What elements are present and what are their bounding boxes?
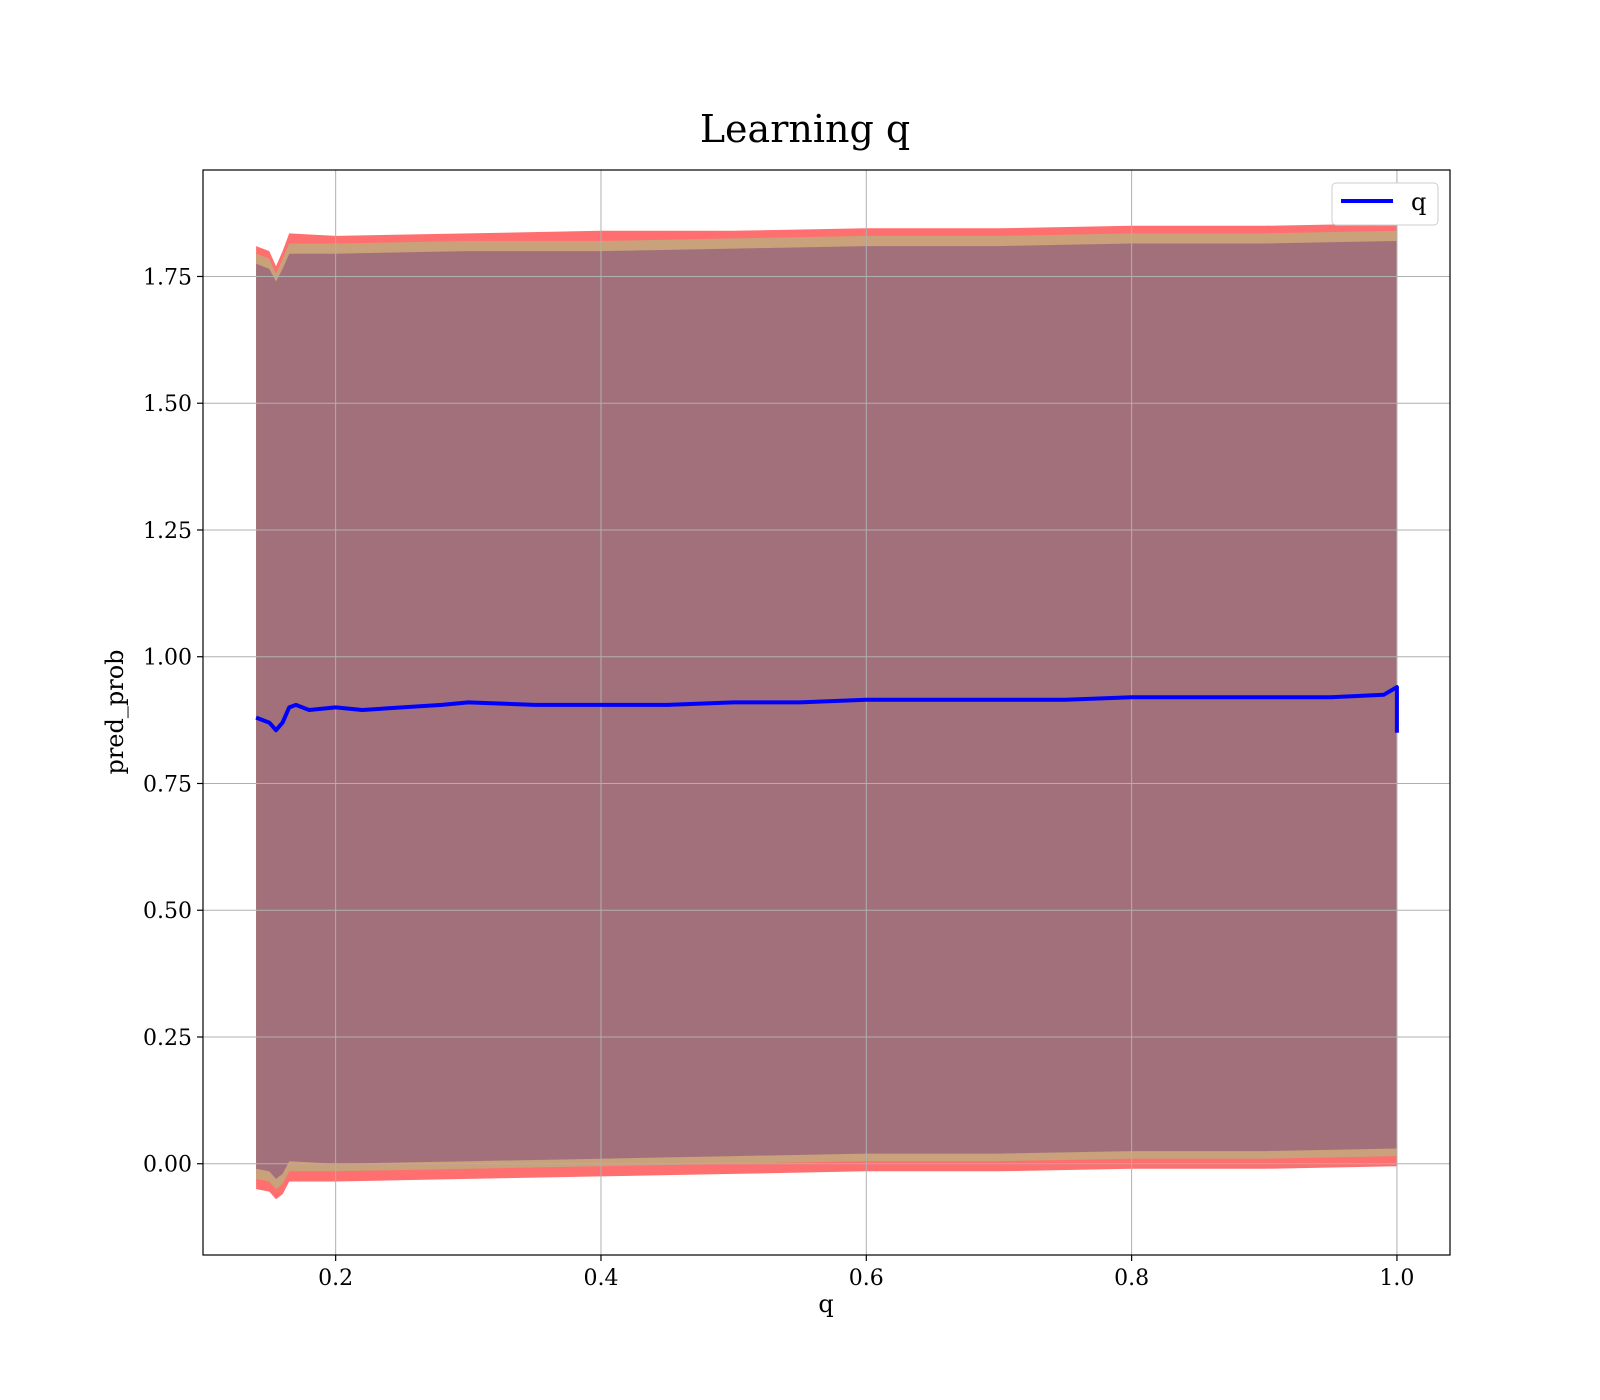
chart-title: Learning q — [700, 107, 910, 151]
y-tick-label: 0.50 — [143, 899, 192, 924]
x-tick-label: 0.4 — [583, 1266, 618, 1291]
legend: q — [1331, 182, 1439, 226]
series-line-q — [255, 685, 1399, 733]
x-tick-label: 0.6 — [849, 1266, 884, 1291]
x-tick-label: 1.0 — [1379, 1266, 1414, 1291]
legend-label-q: q — [1411, 188, 1426, 216]
plot-frame — [202, 169, 1451, 1256]
x-axis-label: q — [818, 1290, 833, 1318]
y-tick-label: 1.75 — [143, 265, 192, 290]
y-axis-ticks: 0.00 0.25 0.50 0.75 1.00 1.25 1.50 1.75 — [143, 265, 203, 1178]
y-tick-label: 0.75 — [143, 772, 192, 797]
x-tick-label: 0.8 — [1114, 1266, 1149, 1291]
y-axis-label: pred_prob — [101, 649, 129, 774]
y-tick-label: 0.25 — [143, 1026, 192, 1051]
y-tick-label: 1.50 — [143, 392, 192, 417]
x-tick-label: 0.2 — [318, 1266, 353, 1291]
x-axis-ticks: 0.2 0.4 0.6 0.8 1.0 — [318, 1255, 1414, 1291]
grid-layer — [203, 170, 1450, 1255]
band-inner — [256, 241, 1397, 1179]
line-layer — [255, 685, 1399, 733]
y-tick-label: 1.00 — [143, 646, 192, 671]
y-tick-label: 1.25 — [143, 519, 192, 544]
y-tick-label: 0.00 — [143, 1153, 192, 1178]
legend-box — [1331, 182, 1439, 226]
band-layer — [256, 223, 1397, 1200]
